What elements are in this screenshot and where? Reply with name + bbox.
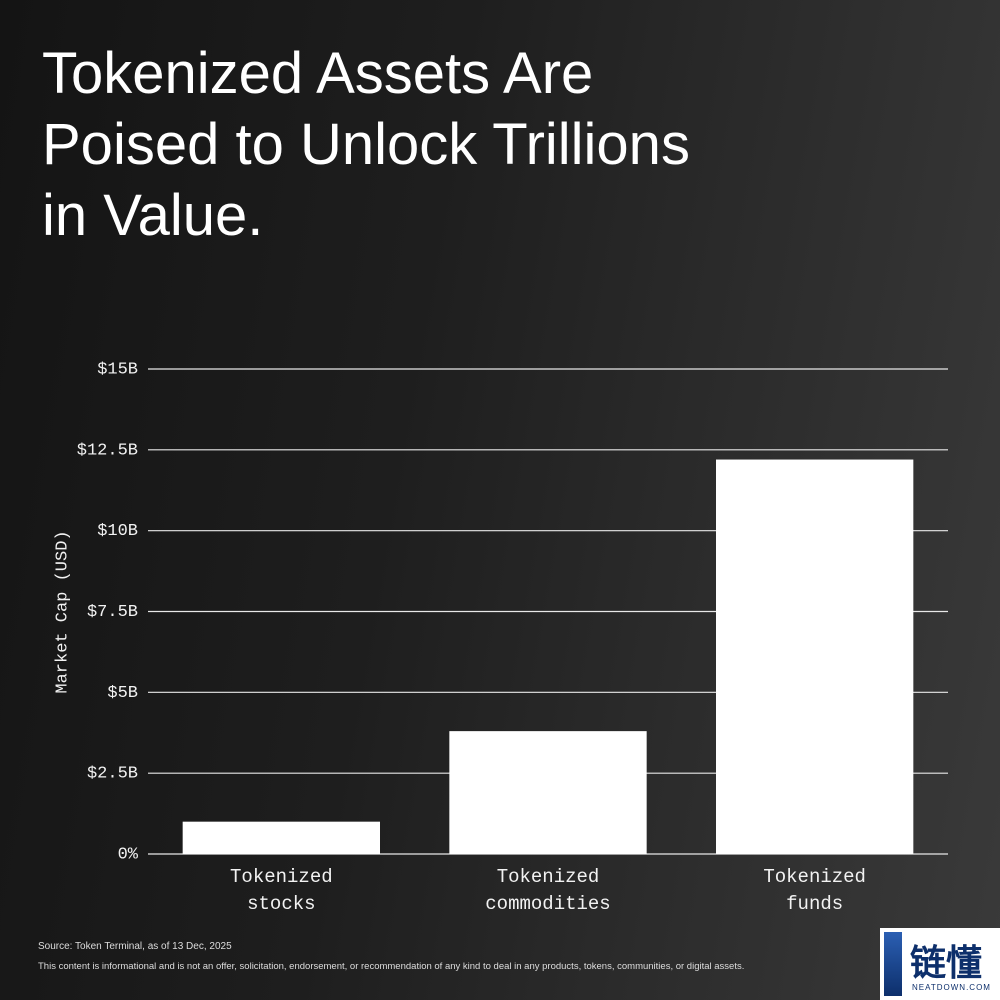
- x-tick-label: Tokenized commodities: [485, 866, 611, 915]
- y-tick-label: $10B: [97, 522, 138, 541]
- y-tick-label: $15B: [97, 360, 138, 379]
- logo-mark: [884, 932, 902, 996]
- y-tick-label: $12.5B: [77, 441, 138, 460]
- y-tick-label: 0%: [118, 845, 139, 864]
- bar: [716, 459, 914, 854]
- chart-title: Tokenized Assets Are Poised to Unlock Tr…: [42, 41, 690, 248]
- y-tick-label: $5B: [107, 684, 138, 703]
- y-axis-label: Market Cap (USD): [53, 530, 72, 693]
- y-tick-label: $7.5B: [87, 603, 138, 622]
- logo: 链懂 NEATDOWN.COM: [880, 928, 1000, 1000]
- source-note: Source: Token Terminal, as of 13 Dec, 20…: [38, 941, 232, 952]
- x-tick-label: Tokenized funds: [763, 866, 866, 915]
- disclaimer: This content is informational and is not…: [38, 961, 745, 972]
- y-tick-label: $2.5B: [87, 765, 138, 784]
- x-tick-label: Tokenized stocks: [230, 866, 333, 915]
- logo-subtext: NEATDOWN.COM: [912, 983, 991, 992]
- bar: [449, 731, 647, 854]
- logo-text: 链懂: [910, 943, 983, 984]
- bar: [182, 821, 380, 854]
